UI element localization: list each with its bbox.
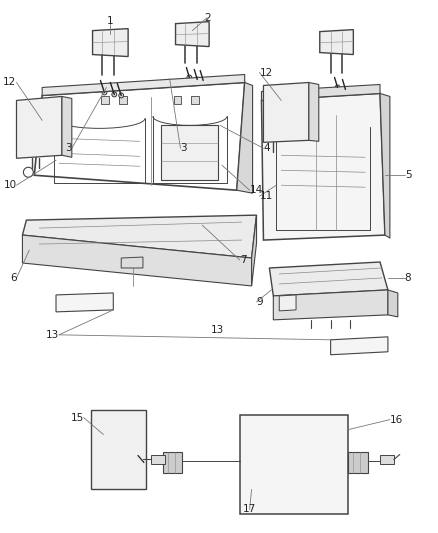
Text: 12: 12 xyxy=(259,68,273,77)
Polygon shape xyxy=(22,215,257,258)
Text: 13: 13 xyxy=(46,330,59,340)
Circle shape xyxy=(111,426,125,441)
Bar xyxy=(297,100,305,108)
Polygon shape xyxy=(91,410,146,489)
Circle shape xyxy=(111,458,125,472)
Circle shape xyxy=(116,432,120,435)
Text: 3: 3 xyxy=(180,143,187,154)
Text: 1: 1 xyxy=(107,15,113,26)
Polygon shape xyxy=(261,93,385,240)
Polygon shape xyxy=(263,83,309,142)
Polygon shape xyxy=(92,29,128,56)
Polygon shape xyxy=(309,83,319,141)
Polygon shape xyxy=(162,451,183,473)
Polygon shape xyxy=(348,451,368,473)
Bar xyxy=(119,96,127,104)
Polygon shape xyxy=(269,262,388,296)
Circle shape xyxy=(102,90,107,95)
Circle shape xyxy=(201,78,206,83)
Bar xyxy=(191,96,199,104)
Polygon shape xyxy=(273,290,388,320)
Bar xyxy=(102,96,110,104)
Text: 16: 16 xyxy=(390,415,403,425)
Text: 13: 13 xyxy=(210,325,224,335)
Text: 11: 11 xyxy=(259,191,273,201)
Polygon shape xyxy=(240,415,348,514)
Polygon shape xyxy=(56,293,113,312)
Polygon shape xyxy=(121,257,143,268)
FancyBboxPatch shape xyxy=(161,125,218,180)
Polygon shape xyxy=(176,22,209,46)
Text: 8: 8 xyxy=(405,273,411,283)
Text: 4: 4 xyxy=(263,143,270,154)
Polygon shape xyxy=(62,96,72,157)
Polygon shape xyxy=(17,96,62,158)
Polygon shape xyxy=(22,235,251,286)
Polygon shape xyxy=(151,455,165,464)
Polygon shape xyxy=(237,83,253,193)
Circle shape xyxy=(104,419,132,448)
Circle shape xyxy=(119,93,124,98)
Polygon shape xyxy=(388,290,398,317)
Text: 5: 5 xyxy=(405,170,411,180)
Text: 17: 17 xyxy=(243,504,256,514)
Bar xyxy=(173,96,181,104)
Text: 6: 6 xyxy=(10,273,17,283)
Text: 9: 9 xyxy=(257,297,263,307)
Circle shape xyxy=(335,85,340,90)
Text: 3: 3 xyxy=(65,143,72,154)
Circle shape xyxy=(343,87,348,92)
Circle shape xyxy=(116,464,120,467)
Text: 14: 14 xyxy=(250,185,263,195)
Polygon shape xyxy=(380,455,394,464)
Text: 7: 7 xyxy=(240,255,246,265)
Polygon shape xyxy=(320,30,353,54)
Polygon shape xyxy=(380,93,390,238)
Text: 15: 15 xyxy=(71,413,84,423)
Circle shape xyxy=(104,451,132,480)
Polygon shape xyxy=(279,295,296,311)
Bar xyxy=(342,100,350,108)
Text: 10: 10 xyxy=(4,180,17,190)
Circle shape xyxy=(112,92,117,97)
Polygon shape xyxy=(261,84,380,100)
Circle shape xyxy=(195,77,200,82)
Polygon shape xyxy=(251,215,257,286)
Polygon shape xyxy=(42,75,245,95)
Text: 12: 12 xyxy=(3,77,17,87)
Text: 2: 2 xyxy=(204,13,210,22)
Circle shape xyxy=(187,75,192,80)
Polygon shape xyxy=(331,337,388,355)
